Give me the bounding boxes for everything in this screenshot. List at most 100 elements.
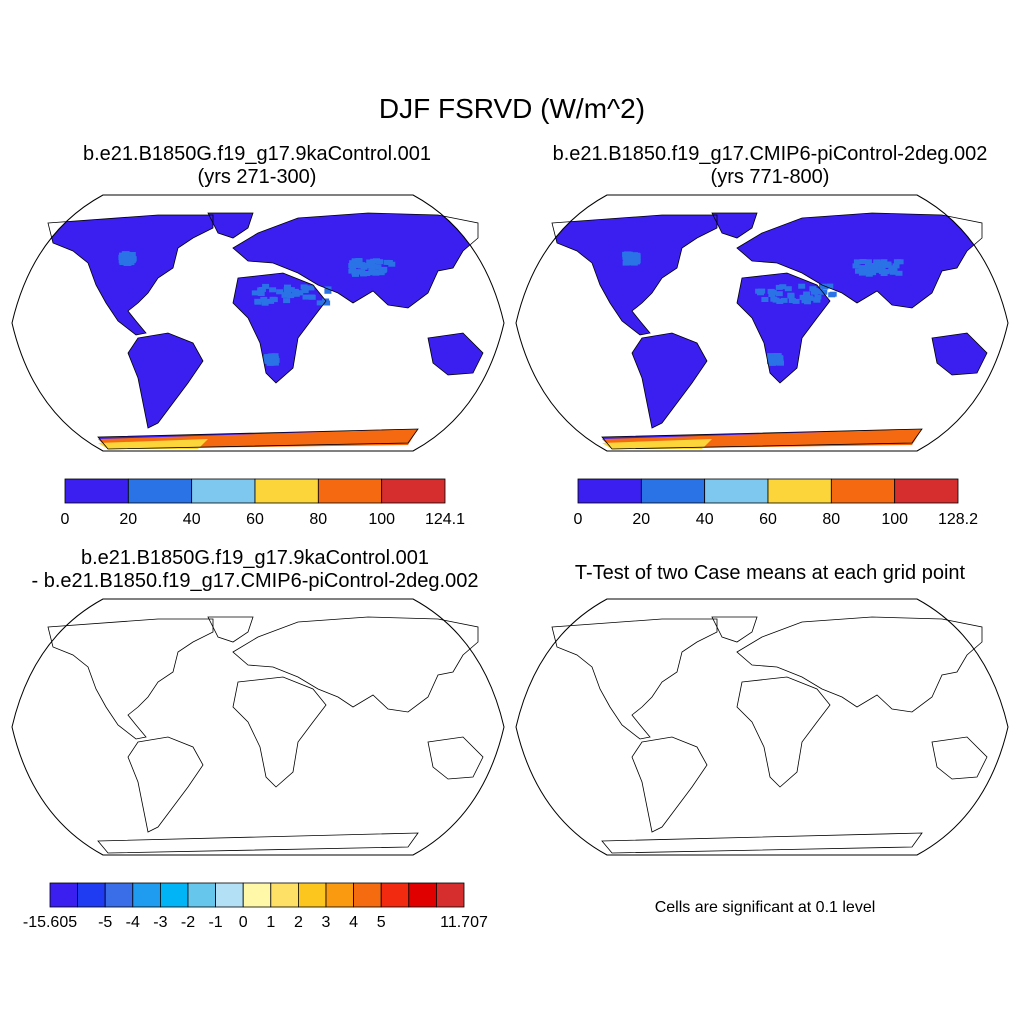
albedo-patch-cell xyxy=(892,263,900,269)
difference-cell xyxy=(476,618,483,625)
colorbar-difference: -15.605 -5 -4 -3 -2 -1 0 1 2 3 4 5 11.707 xyxy=(23,882,488,931)
albedo-patch-cell xyxy=(787,292,795,298)
colorbar-tick-label: -15.605 xyxy=(23,914,77,931)
significant-cell xyxy=(939,843,946,849)
albedo-patch-cell xyxy=(622,253,630,259)
albedo-patch-cell xyxy=(276,289,284,295)
colorbar-tick-label: 4 xyxy=(349,914,358,931)
albedo-patch-cell xyxy=(291,288,299,294)
albedo-patch-cell xyxy=(883,262,891,268)
significant-cell xyxy=(952,833,959,839)
colorbar-tick-label: 1 xyxy=(266,914,275,931)
colorbar-tick-label: 128.2 xyxy=(938,511,978,528)
albedo-patch-cell xyxy=(800,295,808,301)
colorbar-swatch xyxy=(353,882,382,908)
colorbar-tick-label: 60 xyxy=(759,511,777,528)
albedo-patch-cell xyxy=(829,291,837,297)
albedo-patch-cell xyxy=(254,299,262,305)
significant-cell xyxy=(970,832,977,838)
colorbar-tick-label: 2 xyxy=(294,914,303,931)
colorbar-swatch xyxy=(380,882,410,908)
antarctica-band-edge xyxy=(602,439,712,449)
albedo-patch-cell xyxy=(882,269,890,275)
colorbar-swatch xyxy=(435,882,465,908)
significant-cell xyxy=(964,626,971,632)
difference-cell xyxy=(39,617,46,623)
albedo-patch-cell xyxy=(355,258,363,263)
albedo-patch-cell xyxy=(813,297,821,303)
albedo-patch-cell xyxy=(316,300,324,306)
albedo-patch-cell xyxy=(864,259,872,265)
colorbar-tick-label: 40 xyxy=(696,511,714,528)
colorbar-tick-label: -2 xyxy=(181,914,195,931)
significant-cell xyxy=(558,836,564,842)
albedo-patch-cell xyxy=(268,354,276,360)
albedo-patch-cell xyxy=(878,265,886,271)
colorbar-swatch xyxy=(77,882,106,908)
albedo-patch-cell xyxy=(376,259,384,265)
significant-cell xyxy=(989,850,995,855)
albedo-patch-cell xyxy=(773,360,781,365)
albedo-patch-cell xyxy=(128,252,136,257)
albedo-patch-cell xyxy=(351,259,359,264)
panel-case2-title: b.e21.B1850.f19_g17.CMIP6-piControl-2deg… xyxy=(515,143,1024,189)
albedo-patch-cell xyxy=(307,294,315,300)
colorbar-swatch xyxy=(191,478,256,504)
albedo-patch-cell xyxy=(370,258,378,264)
panel-case1-map xyxy=(11,194,505,452)
map-frame xyxy=(515,598,1009,856)
albedo-patch-cell xyxy=(625,255,633,261)
albedo-patch-cell xyxy=(880,259,888,265)
colorbar-tick-label: 80 xyxy=(309,511,327,528)
significant-cell xyxy=(561,620,568,626)
colorbar-swatch xyxy=(767,478,832,504)
albedo-patch-cell xyxy=(123,256,131,262)
albedo-patch-cell xyxy=(367,263,375,269)
albedo-patch-cell xyxy=(622,260,630,266)
albedo-patch-cell xyxy=(875,260,883,266)
significant-cell xyxy=(988,817,994,822)
difference-cell xyxy=(478,642,483,649)
colorbar-tick-label: 20 xyxy=(119,511,137,528)
panel-case1-title: b.e21.B1850G.f19_g17.9kaControl.001 (yrs… xyxy=(12,143,502,189)
significant-cell xyxy=(982,823,987,829)
albedo-patch-cell xyxy=(779,284,787,290)
albedo-patch-cell xyxy=(776,355,784,361)
albedo-patch-cell xyxy=(265,357,273,363)
colorbar-tick-label: -1 xyxy=(208,914,222,931)
significant-cell xyxy=(989,627,995,632)
colorbar-swatch xyxy=(127,478,193,504)
albedo-patch-cell xyxy=(360,263,368,268)
colorbar-tick-label: 60 xyxy=(246,511,264,528)
albedo-patch-cell xyxy=(368,268,376,274)
albedo-patch-cell xyxy=(853,259,861,265)
colorbar-tick-label: 100 xyxy=(881,511,908,528)
colorbar-tick-label: 0 xyxy=(239,914,248,931)
difference-cell xyxy=(48,639,49,646)
colorbar-swatch xyxy=(325,882,355,908)
colorbar-case1: 0 20 40 60 80 100 124.1 xyxy=(61,478,465,528)
difference-cell xyxy=(479,801,483,808)
panel-difference-title: b.e21.B1850G.f19_g17.9kaControl.001 - b.… xyxy=(0,547,520,593)
colorbar-tick-label: 0 xyxy=(574,511,583,528)
albedo-patch-cell xyxy=(864,263,872,269)
albedo-patch-cell xyxy=(893,259,901,265)
albedo-patch-cell xyxy=(374,264,382,270)
albedo-patch-cell xyxy=(358,269,366,275)
colorbar-swatch xyxy=(242,882,272,908)
colorbar-swatch xyxy=(64,478,129,504)
albedo-patch-cell xyxy=(351,270,359,276)
colorbar-swatch xyxy=(894,478,959,504)
albedo-patch-cell xyxy=(803,291,811,297)
albedo-patch-cell xyxy=(118,258,126,264)
albedo-patch-cell xyxy=(878,269,886,275)
albedo-patch-cell xyxy=(283,298,291,304)
albedo-patch-cell xyxy=(772,297,780,303)
map-ocean xyxy=(12,599,504,855)
panel-ttest-title: T-Test of two Case means at each grid po… xyxy=(574,562,966,584)
colorbar-tick-label: 11.707 xyxy=(440,914,488,931)
figure-title: DJF FSRVD (W/m^2) xyxy=(378,93,646,124)
significant-cell xyxy=(983,814,987,820)
albedo-patch-cell xyxy=(792,298,800,304)
panel-ttest-map xyxy=(515,598,1009,856)
